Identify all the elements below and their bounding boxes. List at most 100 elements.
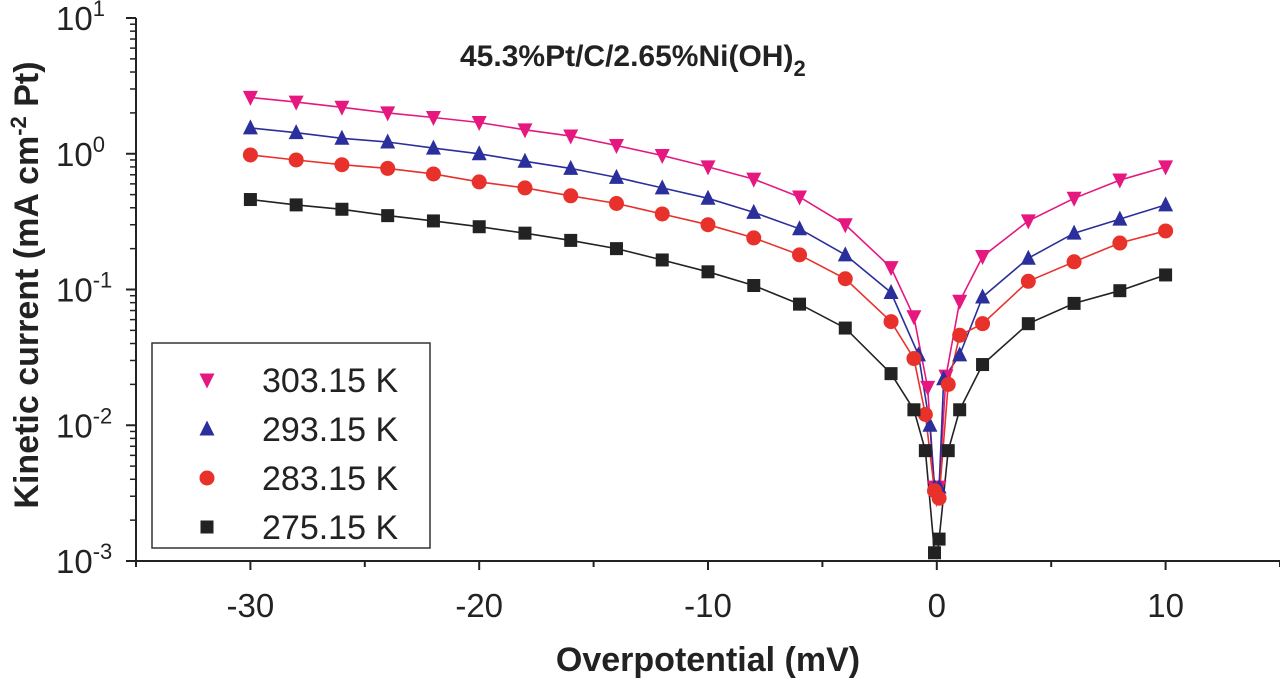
data-point-27515 xyxy=(381,209,395,223)
data-point-27515 xyxy=(941,444,955,458)
data-point-27515 xyxy=(928,546,942,560)
data-point-30315 xyxy=(700,160,716,176)
data-point-27515 xyxy=(747,279,761,293)
data-point-29315 xyxy=(922,416,938,432)
data-point-29315 xyxy=(837,246,853,262)
data-point-27515 xyxy=(838,321,852,335)
data-point-28315 xyxy=(1158,223,1174,239)
data-point-29315 xyxy=(792,220,808,236)
y-tick-label: 10-1 xyxy=(56,268,112,309)
data-point-30315 xyxy=(883,261,899,277)
data-point-28315 xyxy=(1066,254,1082,270)
legend-label-29315: 293.15 K xyxy=(262,411,398,449)
data-point-28315 xyxy=(940,376,956,392)
data-markers xyxy=(242,90,1174,560)
legend-marker-30315 xyxy=(199,373,215,389)
y-tick-label: 101 xyxy=(56,0,105,37)
data-point-30315 xyxy=(608,139,624,155)
x-tick-label: -10 xyxy=(684,587,732,624)
data-point-28315 xyxy=(1020,273,1036,289)
data-point-29315 xyxy=(288,124,304,140)
data-point-28315 xyxy=(425,166,441,182)
y-axis-title: Kinetic current (mA cm-2 Pt) xyxy=(6,61,46,508)
data-point-29315 xyxy=(952,346,968,362)
legend-label-30315: 303.15 K xyxy=(262,362,398,400)
x-tick-label: 0 xyxy=(928,587,946,624)
data-point-30315 xyxy=(792,190,808,206)
data-point-27515 xyxy=(932,532,946,546)
data-point-28315 xyxy=(952,327,968,343)
data-point-30315 xyxy=(334,100,350,116)
data-point-30315 xyxy=(975,250,991,266)
data-point-28315 xyxy=(517,180,533,196)
data-point-30315 xyxy=(1066,191,1082,207)
fit-line-30315-cathodic xyxy=(250,96,936,488)
data-point-28315 xyxy=(931,490,947,506)
data-point-28315 xyxy=(746,230,762,246)
data-point-27515 xyxy=(1113,284,1127,298)
data-point-28315 xyxy=(883,314,899,330)
data-point-28315 xyxy=(563,188,579,204)
fit-line-29315-cathodic xyxy=(250,127,936,488)
data-point-27515 xyxy=(793,297,807,311)
legend: 303.15 K 293.15 K 283.15 K 275.15 K xyxy=(151,342,431,549)
legend-box xyxy=(151,342,431,549)
data-point-28315 xyxy=(975,316,991,332)
data-point-29315 xyxy=(1112,210,1128,226)
data-point-30315 xyxy=(425,110,441,126)
legend-marker-27515 xyxy=(200,520,214,534)
data-point-27515 xyxy=(289,198,303,212)
data-point-27515 xyxy=(564,233,578,247)
data-point-27515 xyxy=(243,193,257,207)
data-point-27515 xyxy=(518,226,532,240)
data-point-29315 xyxy=(425,139,441,155)
data-point-27515 xyxy=(953,403,967,417)
data-point-30315 xyxy=(1020,214,1036,230)
data-point-30315 xyxy=(837,218,853,234)
data-point-28315 xyxy=(837,271,853,287)
data-point-29315 xyxy=(608,168,624,184)
data-point-29315 xyxy=(242,119,258,135)
data-point-27515 xyxy=(976,358,990,372)
data-point-29315 xyxy=(975,288,991,304)
data-point-30315 xyxy=(380,106,396,122)
x-tick-label: 10 xyxy=(1147,587,1184,624)
y-tick-label: 10-3 xyxy=(56,539,112,580)
data-point-30315 xyxy=(952,294,968,310)
data-point-30315 xyxy=(920,380,936,396)
data-point-28315 xyxy=(242,147,258,163)
data-point-29315 xyxy=(517,152,533,168)
data-point-30315 xyxy=(1112,173,1128,189)
fit-line-28315-anodic xyxy=(938,230,1166,499)
data-point-28315 xyxy=(608,196,624,212)
data-point-29315 xyxy=(746,203,762,219)
data-point-27515 xyxy=(884,367,898,381)
data-point-30315 xyxy=(517,123,533,139)
x-axis-tick-labels: -30 -20 -10 0 10 xyxy=(227,587,1184,624)
data-point-29315 xyxy=(334,129,350,145)
legend-label-28315: 283.15 K xyxy=(262,460,398,498)
legend-label-27515: 275.15 K xyxy=(262,509,398,547)
y-tick-label: 10-2 xyxy=(56,403,112,444)
data-point-29315 xyxy=(1066,224,1082,240)
data-point-28315 xyxy=(1112,235,1128,251)
data-point-27515 xyxy=(1067,296,1081,310)
y-tick-label: 100 xyxy=(56,132,105,173)
data-point-29315 xyxy=(563,159,579,175)
data-point-30315 xyxy=(1158,160,1174,176)
data-point-27515 xyxy=(701,265,715,279)
data-point-28315 xyxy=(700,217,716,233)
legend-marker-29315 xyxy=(199,420,215,436)
data-point-29315 xyxy=(471,145,487,161)
data-point-28315 xyxy=(917,407,933,423)
data-point-29315 xyxy=(1158,196,1174,212)
chart-title: 45.3%Pt/C/2.65%Ni(OH)2 xyxy=(460,40,806,81)
data-point-27515 xyxy=(472,220,486,234)
data-point-27515 xyxy=(335,202,349,216)
x-tick-label: -20 xyxy=(455,587,503,624)
data-point-29315 xyxy=(883,284,899,300)
data-point-30315 xyxy=(563,129,579,145)
x-tick-label: -30 xyxy=(227,587,275,624)
data-point-28315 xyxy=(654,206,670,222)
